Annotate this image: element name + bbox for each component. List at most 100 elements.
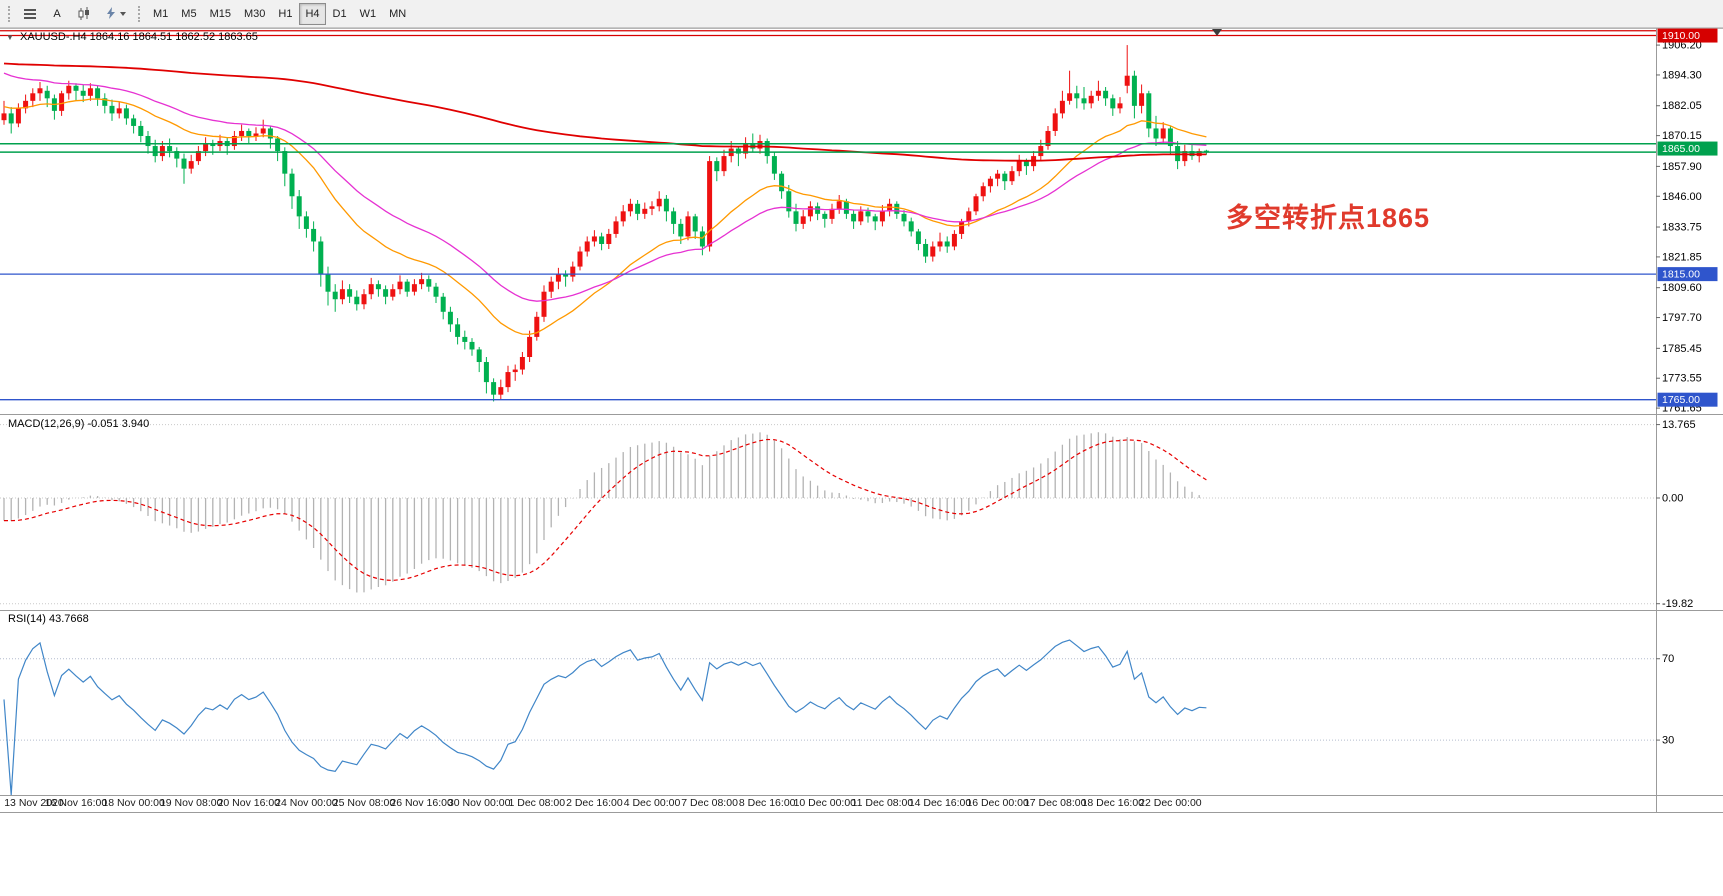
candle — [642, 202, 648, 219]
candle-body — [419, 279, 425, 285]
toolbar-grip[interactable] — [8, 5, 11, 22]
timeframe-button-h4[interactable]: H4 — [299, 2, 326, 25]
chart-shift-marker[interactable] — [1212, 29, 1222, 36]
candle — [714, 157, 720, 182]
candle-body — [102, 98, 108, 106]
candle — [663, 195, 669, 222]
font-tool-button[interactable]: A — [45, 3, 69, 25]
candlestick-icon — [78, 6, 89, 20]
time-axis-label: 18 Nov 00:00 — [102, 797, 165, 809]
candle — [95, 85, 101, 106]
candle-body — [995, 173, 1001, 179]
candle-body — [743, 143, 749, 154]
candle-body — [1002, 173, 1008, 182]
candle-body — [980, 186, 986, 197]
candle-body — [469, 341, 475, 350]
candle — [1160, 122, 1166, 144]
candle — [1196, 148, 1202, 163]
candle-body — [735, 148, 741, 154]
candle-body — [635, 203, 641, 214]
candle-body — [707, 161, 713, 247]
price-tag-bg — [1657, 392, 1718, 407]
candle-body — [483, 362, 489, 383]
candle — [930, 241, 936, 262]
price-tag-bg — [1657, 267, 1718, 282]
timeframe-button-m30[interactable]: M30 — [238, 3, 271, 25]
timeframe-button-h1[interactable]: H1 — [272, 3, 298, 25]
candle — [923, 238, 929, 263]
candle-body — [30, 93, 36, 101]
candle — [325, 266, 331, 306]
time-axis-label: 22 Dec 00:00 — [1139, 797, 1202, 809]
candle — [764, 138, 770, 164]
candle — [937, 232, 943, 252]
font-tool-label: A — [53, 7, 61, 20]
candle — [498, 379, 504, 400]
timeframe-button-d1[interactable]: D1 — [327, 3, 353, 25]
candle — [8, 107, 14, 134]
candle-body — [764, 141, 770, 157]
candle-body — [1110, 98, 1116, 109]
candle — [1038, 139, 1044, 162]
candle-body — [1146, 93, 1152, 129]
candle-body — [591, 236, 597, 242]
macd-tick-label: 0.00 — [1662, 493, 1683, 505]
candle-body — [570, 266, 576, 277]
timeframe-button-mn[interactable]: MN — [383, 3, 412, 25]
time-axis-label: 20 Nov 16:00 — [218, 797, 281, 809]
candle-body — [671, 211, 677, 224]
candle — [267, 125, 273, 149]
candle — [383, 285, 389, 305]
candle-body — [951, 233, 957, 247]
candle — [505, 365, 511, 393]
candle — [966, 207, 972, 227]
candle-body — [491, 382, 497, 395]
candle-body — [138, 125, 144, 136]
candle-body — [152, 146, 158, 157]
candle — [1052, 108, 1058, 136]
candle-body — [678, 223, 684, 237]
candle-body — [1131, 75, 1137, 106]
candle — [1059, 90, 1065, 119]
rsi-line — [3, 639, 1207, 796]
candle — [901, 210, 907, 227]
candle — [469, 338, 475, 356]
toolbar-grip[interactable] — [138, 5, 141, 22]
price-tag-label: 1910.00 — [1662, 30, 1700, 42]
time-axis-label: 16 Dec 00:00 — [966, 797, 1029, 809]
time-axis-label: 24 Nov 00:00 — [275, 797, 338, 809]
timeframe-button-m1[interactable]: M1 — [147, 3, 174, 25]
ohlc-toggle-icon[interactable]: ▼ — [6, 33, 14, 42]
candle — [462, 330, 468, 350]
candle-chart-button[interactable] — [71, 3, 97, 25]
candle-body — [397, 281, 403, 290]
price-tag-bg — [1657, 28, 1718, 43]
candle-body — [447, 311, 453, 325]
candle — [123, 104, 129, 125]
chart-windows-button[interactable] — [17, 3, 43, 25]
candle — [1110, 94, 1116, 116]
candle — [858, 206, 864, 226]
timeframe-button-m5[interactable]: M5 — [175, 3, 202, 25]
candle — [390, 284, 396, 301]
ma-line-280 — [3, 62, 1207, 162]
candle-body — [1045, 130, 1051, 147]
quick-indicator-button[interactable] — [99, 3, 132, 25]
candle — [1117, 97, 1123, 114]
candle — [275, 135, 281, 162]
candle — [519, 351, 525, 375]
candle-body — [599, 236, 605, 244]
timeframe-button-w1[interactable]: W1 — [354, 3, 383, 25]
candle-body — [692, 216, 698, 232]
timeframe-button-m15[interactable]: M15 — [204, 3, 237, 25]
time-axis-label: 14 Dec 16:00 — [909, 797, 972, 809]
candle — [555, 267, 561, 290]
candle — [1139, 84, 1145, 114]
candle — [951, 230, 957, 251]
macd-pane — [0, 424, 1656, 605]
candle — [577, 246, 583, 271]
candle — [368, 277, 374, 300]
candle — [851, 210, 857, 229]
candle — [397, 275, 403, 295]
